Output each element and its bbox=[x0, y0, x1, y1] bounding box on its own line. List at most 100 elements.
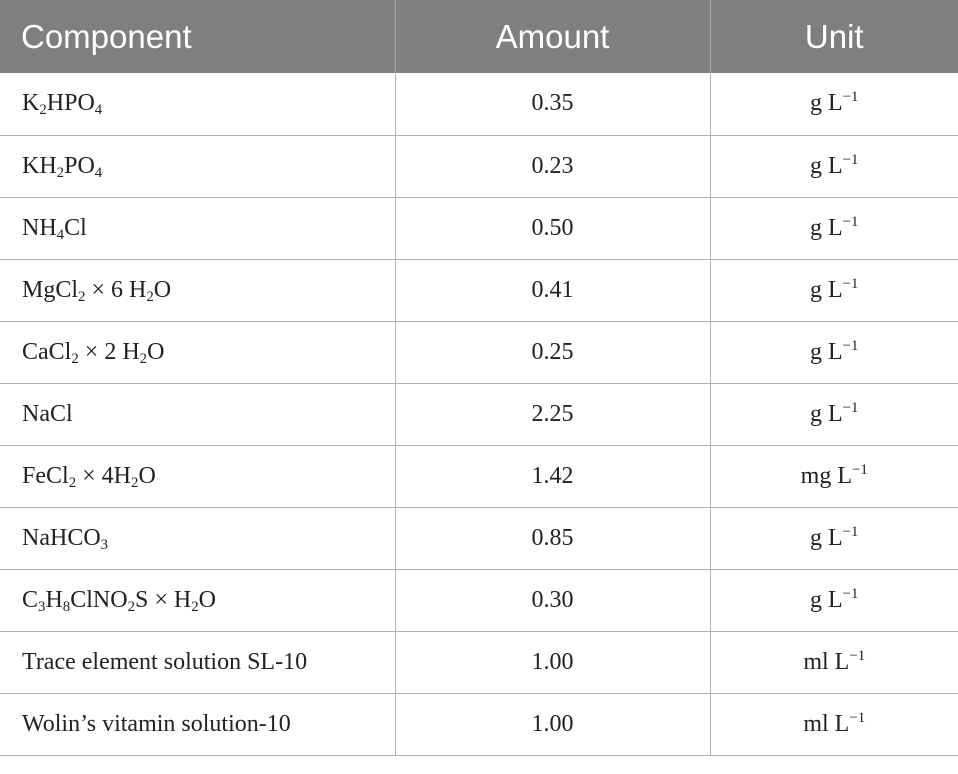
text-segment: FeCl bbox=[22, 462, 69, 489]
subscript-segment: 4 bbox=[94, 164, 103, 181]
text-segment: NaCl bbox=[22, 400, 73, 427]
cell-unit: g L−1 bbox=[710, 197, 958, 260]
table-row: NaHCO3 0.85 g L−1 bbox=[0, 507, 958, 570]
text-segment: g L bbox=[810, 338, 843, 365]
text-segment: O bbox=[138, 462, 156, 489]
subscript-segment: 2 bbox=[191, 598, 199, 615]
subscript-segment: 2 bbox=[139, 350, 148, 367]
table-row: C3H8ClNO2S × H2O 0.30 g L−1 bbox=[0, 569, 958, 632]
text-segment: g L bbox=[810, 90, 843, 117]
cell-component: FeCl2 × 4H2O bbox=[0, 445, 396, 508]
subscript-segment: 4 bbox=[56, 226, 65, 243]
cell-amount: 0.85 bbox=[395, 507, 711, 570]
cell-component: Trace element solution SL-10 bbox=[0, 631, 396, 694]
text-segment: Wolin’s vitamin solution-10 bbox=[22, 710, 291, 737]
header-row: Component Amount Unit bbox=[0, 0, 958, 73]
cell-unit: ml L−1 bbox=[710, 631, 958, 694]
table-body: K2HPO4 0.35 g L−1 KH2PO4 0.23 g L−1 NH4Cl 0.50 g… bbox=[0, 73, 958, 756]
cell-unit: ml L−1 bbox=[710, 693, 958, 756]
table-row: K2HPO4 0.35 g L−1 bbox=[0, 73, 958, 136]
table-header: Component Amount Unit bbox=[0, 0, 958, 73]
text-segment: C bbox=[22, 586, 39, 613]
text-segment: mg L bbox=[800, 462, 852, 489]
text-segment: g L bbox=[810, 586, 843, 613]
cell-amount: 1.00 bbox=[395, 631, 711, 694]
cell-amount: 0.50 bbox=[395, 197, 711, 260]
supscript-segment: −1 bbox=[852, 461, 868, 478]
supscript-segment: −1 bbox=[842, 585, 859, 602]
text-segment: CaCl bbox=[22, 338, 72, 365]
cell-unit: g L−1 bbox=[710, 569, 958, 632]
header-amount: Amount bbox=[395, 0, 711, 73]
cell-component: K2HPO4 bbox=[0, 73, 396, 136]
cell-amount: 0.41 bbox=[395, 259, 711, 322]
cell-unit: mg L−1 bbox=[710, 445, 958, 508]
text-segment: O bbox=[147, 338, 165, 365]
text-segment: g L bbox=[810, 276, 843, 303]
subscript-segment: 2 bbox=[146, 288, 154, 305]
cell-component: NH4Cl bbox=[0, 197, 396, 260]
supscript-segment: −1 bbox=[842, 399, 859, 416]
cell-amount: 0.30 bbox=[395, 569, 711, 632]
supscript-segment: −1 bbox=[842, 275, 859, 292]
text-segment: g L bbox=[810, 400, 843, 427]
text-segment: O bbox=[198, 586, 217, 613]
cell-component: C3H8ClNO2S × H2O bbox=[0, 569, 396, 632]
cell-amount: 0.35 bbox=[395, 73, 711, 136]
cell-component: CaCl2 × 2 H2O bbox=[0, 321, 396, 384]
table-row: Trace element solution SL-10 1.00 ml L−1 bbox=[0, 631, 958, 694]
supscript-segment: −1 bbox=[842, 151, 859, 168]
text-segment: KH bbox=[22, 152, 57, 179]
subscript-segment: 2 bbox=[56, 164, 65, 181]
cell-component: KH2PO4 bbox=[0, 135, 396, 198]
cell-amount: 2.25 bbox=[395, 383, 711, 446]
supscript-segment: −1 bbox=[842, 89, 859, 106]
cell-amount: 0.23 bbox=[395, 135, 711, 198]
cell-component: NaHCO3 bbox=[0, 507, 396, 570]
text-segment: O bbox=[153, 276, 172, 303]
supscript-segment: −1 bbox=[842, 337, 859, 354]
header-unit: Unit bbox=[710, 0, 958, 73]
text-segment: Trace element solution SL-10 bbox=[22, 648, 308, 675]
table-row: NH4Cl 0.50 g L−1 bbox=[0, 197, 958, 260]
text-segment: ml L bbox=[803, 648, 850, 675]
text-segment: ml L bbox=[803, 710, 850, 737]
cell-unit: g L−1 bbox=[710, 507, 958, 570]
cell-component: MgCl2 × 6 H2O bbox=[0, 259, 396, 322]
text-segment: × 6 H bbox=[85, 276, 147, 303]
table-row: Wolin’s vitamin solution-10 1.00 ml L−1 bbox=[0, 693, 958, 756]
text-segment: × 4H bbox=[76, 462, 131, 489]
text-segment: S × H bbox=[135, 586, 192, 613]
text-segment: g L bbox=[810, 524, 843, 551]
cell-amount: 0.25 bbox=[395, 321, 711, 384]
cell-unit: g L−1 bbox=[710, 321, 958, 384]
text-segment: g L bbox=[810, 214, 843, 241]
subscript-segment: 4 bbox=[94, 102, 103, 119]
table-row: MgCl2 × 6 H2O 0.41 g L−1 bbox=[0, 259, 958, 322]
supscript-segment: −1 bbox=[842, 523, 859, 540]
text-segment: K bbox=[22, 90, 40, 117]
text-segment: ClNO bbox=[70, 586, 128, 613]
subscript-segment: 2 bbox=[78, 288, 86, 305]
subscript-segment: 2 bbox=[68, 474, 77, 491]
cell-amount: 1.00 bbox=[395, 693, 711, 756]
media-composition-table: Component Amount Unit K2HPO4 0.35 g L−1 KH2… bbox=[0, 0, 958, 756]
table-row: KH2PO4 0.23 g L−1 bbox=[0, 135, 958, 198]
cell-unit: g L−1 bbox=[710, 135, 958, 198]
text-segment: NaHCO bbox=[22, 524, 101, 551]
subscript-segment: 2 bbox=[71, 350, 79, 367]
cell-unit: g L−1 bbox=[710, 259, 958, 322]
text-segment: NH bbox=[22, 214, 57, 241]
subscript-segment: 2 bbox=[127, 598, 136, 615]
text-segment: g L bbox=[810, 152, 843, 179]
subscript-segment: 3 bbox=[38, 598, 46, 615]
supscript-segment: −1 bbox=[842, 213, 859, 230]
cell-component: Wolin’s vitamin solution-10 bbox=[0, 693, 396, 756]
subscript-segment: 8 bbox=[62, 598, 71, 615]
text-segment: MgCl bbox=[22, 276, 79, 303]
supscript-segment: −1 bbox=[849, 709, 866, 726]
cell-component: NaCl bbox=[0, 383, 396, 446]
text-segment: H bbox=[45, 586, 63, 613]
subscript-segment: 2 bbox=[131, 474, 139, 491]
subscript-segment: 3 bbox=[100, 536, 109, 553]
